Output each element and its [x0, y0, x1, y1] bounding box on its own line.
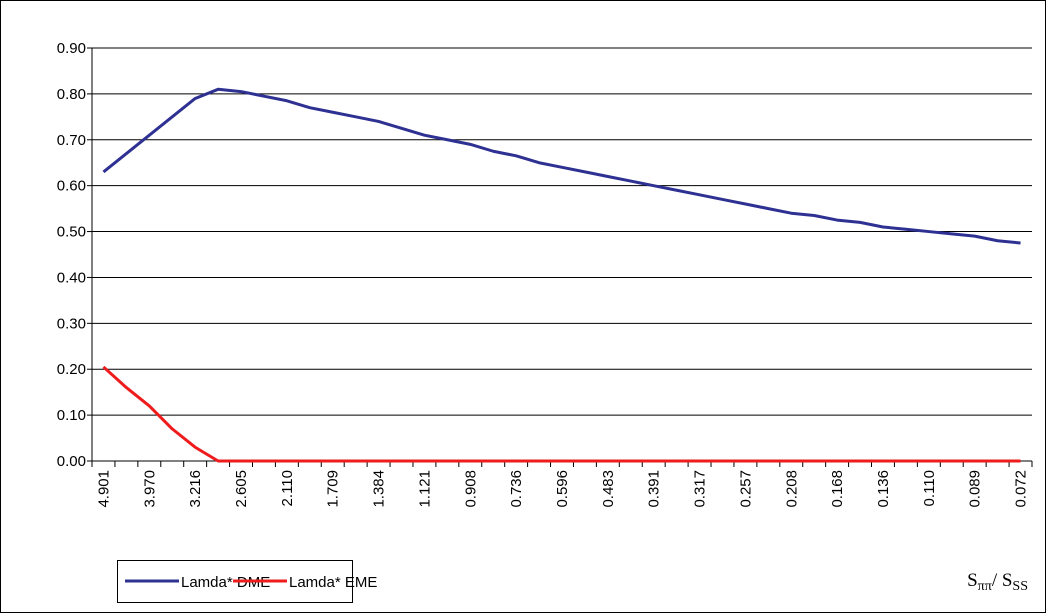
- series-line: [102, 87, 1021, 245]
- x-tick-label: 1.709: [325, 470, 342, 508]
- y-tick-label: 0.60: [57, 178, 86, 195]
- y-tick-label: 0.70: [57, 132, 86, 149]
- y-tick-label: 0.90: [57, 40, 86, 57]
- y-tick-label: 0.80: [57, 86, 86, 103]
- series-line: [102, 365, 1021, 463]
- x-tick-label: 0.736: [508, 470, 525, 508]
- x-title-sub: SS: [1012, 579, 1028, 594]
- x-tick-label: 0.391: [646, 470, 663, 508]
- x-tick-label: 0.089: [967, 470, 984, 508]
- x-tick-label: 1.121: [416, 470, 433, 508]
- x-tick-label: 3.970: [141, 470, 158, 508]
- x-tick-label: 0.596: [554, 470, 571, 508]
- legend: Lamda* DME Lamda* EME: [117, 560, 377, 603]
- y-tick-label: 0.00: [57, 453, 86, 470]
- y-tick-label: 0.20: [57, 361, 86, 378]
- x-tick-label: 0.136: [875, 470, 892, 508]
- x-tick-label: 0.208: [783, 470, 800, 508]
- x-axis-title: Sππ/ SSS: [967, 570, 1028, 594]
- legend-label: Lamda* DME: [181, 574, 270, 591]
- x-tick-label: 1.384: [371, 470, 388, 508]
- x-tick-label: 0.317: [692, 470, 709, 508]
- x-tick-label: 0.257: [737, 470, 754, 508]
- x-title-part: S: [967, 570, 978, 591]
- y-tick-label: 0.10: [57, 407, 86, 424]
- x-tick-label: 2.110: [279, 470, 296, 506]
- x-tick-label: 0.908: [462, 470, 479, 508]
- x-tick-label: 0.072: [1013, 470, 1030, 508]
- legend-label: Lamda* EME: [289, 574, 377, 591]
- x-title-sub: ππ: [978, 579, 992, 594]
- x-tick-label: 4.901: [95, 470, 112, 508]
- x-tick-label: 3.216: [187, 470, 204, 508]
- y-tick-label: 0.50: [57, 224, 86, 241]
- x-title-part: / S: [992, 570, 1013, 591]
- x-tick-label: 0.110: [921, 470, 938, 506]
- y-tick-label: 0.30: [57, 315, 86, 332]
- x-tick-label: 0.483: [600, 470, 617, 508]
- x-tick-label: 0.168: [829, 470, 846, 508]
- x-tick-label: 2.605: [233, 470, 250, 508]
- y-tick-label: 0.40: [57, 269, 86, 286]
